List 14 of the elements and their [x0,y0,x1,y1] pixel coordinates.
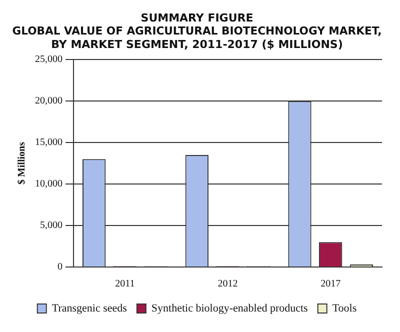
y-axis-title: $ Millions [16,142,28,185]
x-tick-label: 2017 [320,278,341,290]
y-tick-label: 15,000 [35,137,62,148]
x-tick-label: 2012 [218,278,238,290]
legend-label: Tools [332,302,357,314]
x-tick-label: 2011 [115,278,135,290]
y-tick-label: 0 [58,262,62,273]
y-tick-label: 10,000 [35,178,62,190]
y-tick-label: 25,000 [35,54,62,66]
legend-label: Synthetic biology-enabled products [151,302,308,314]
chart-title: SUMMARY FIGURE GLOBAL VALUE OF AGRICULTURAL BIOTECHNOLOGY MARKET, BY MARKET SEGMENT, 2011-2017 ($ MILLIONS) [12,11,382,51]
legend-label: Transgenic seeds [52,302,127,314]
y-tick-label: 20,000 [35,96,62,107]
y-tick-label: 5,000 [40,220,62,232]
